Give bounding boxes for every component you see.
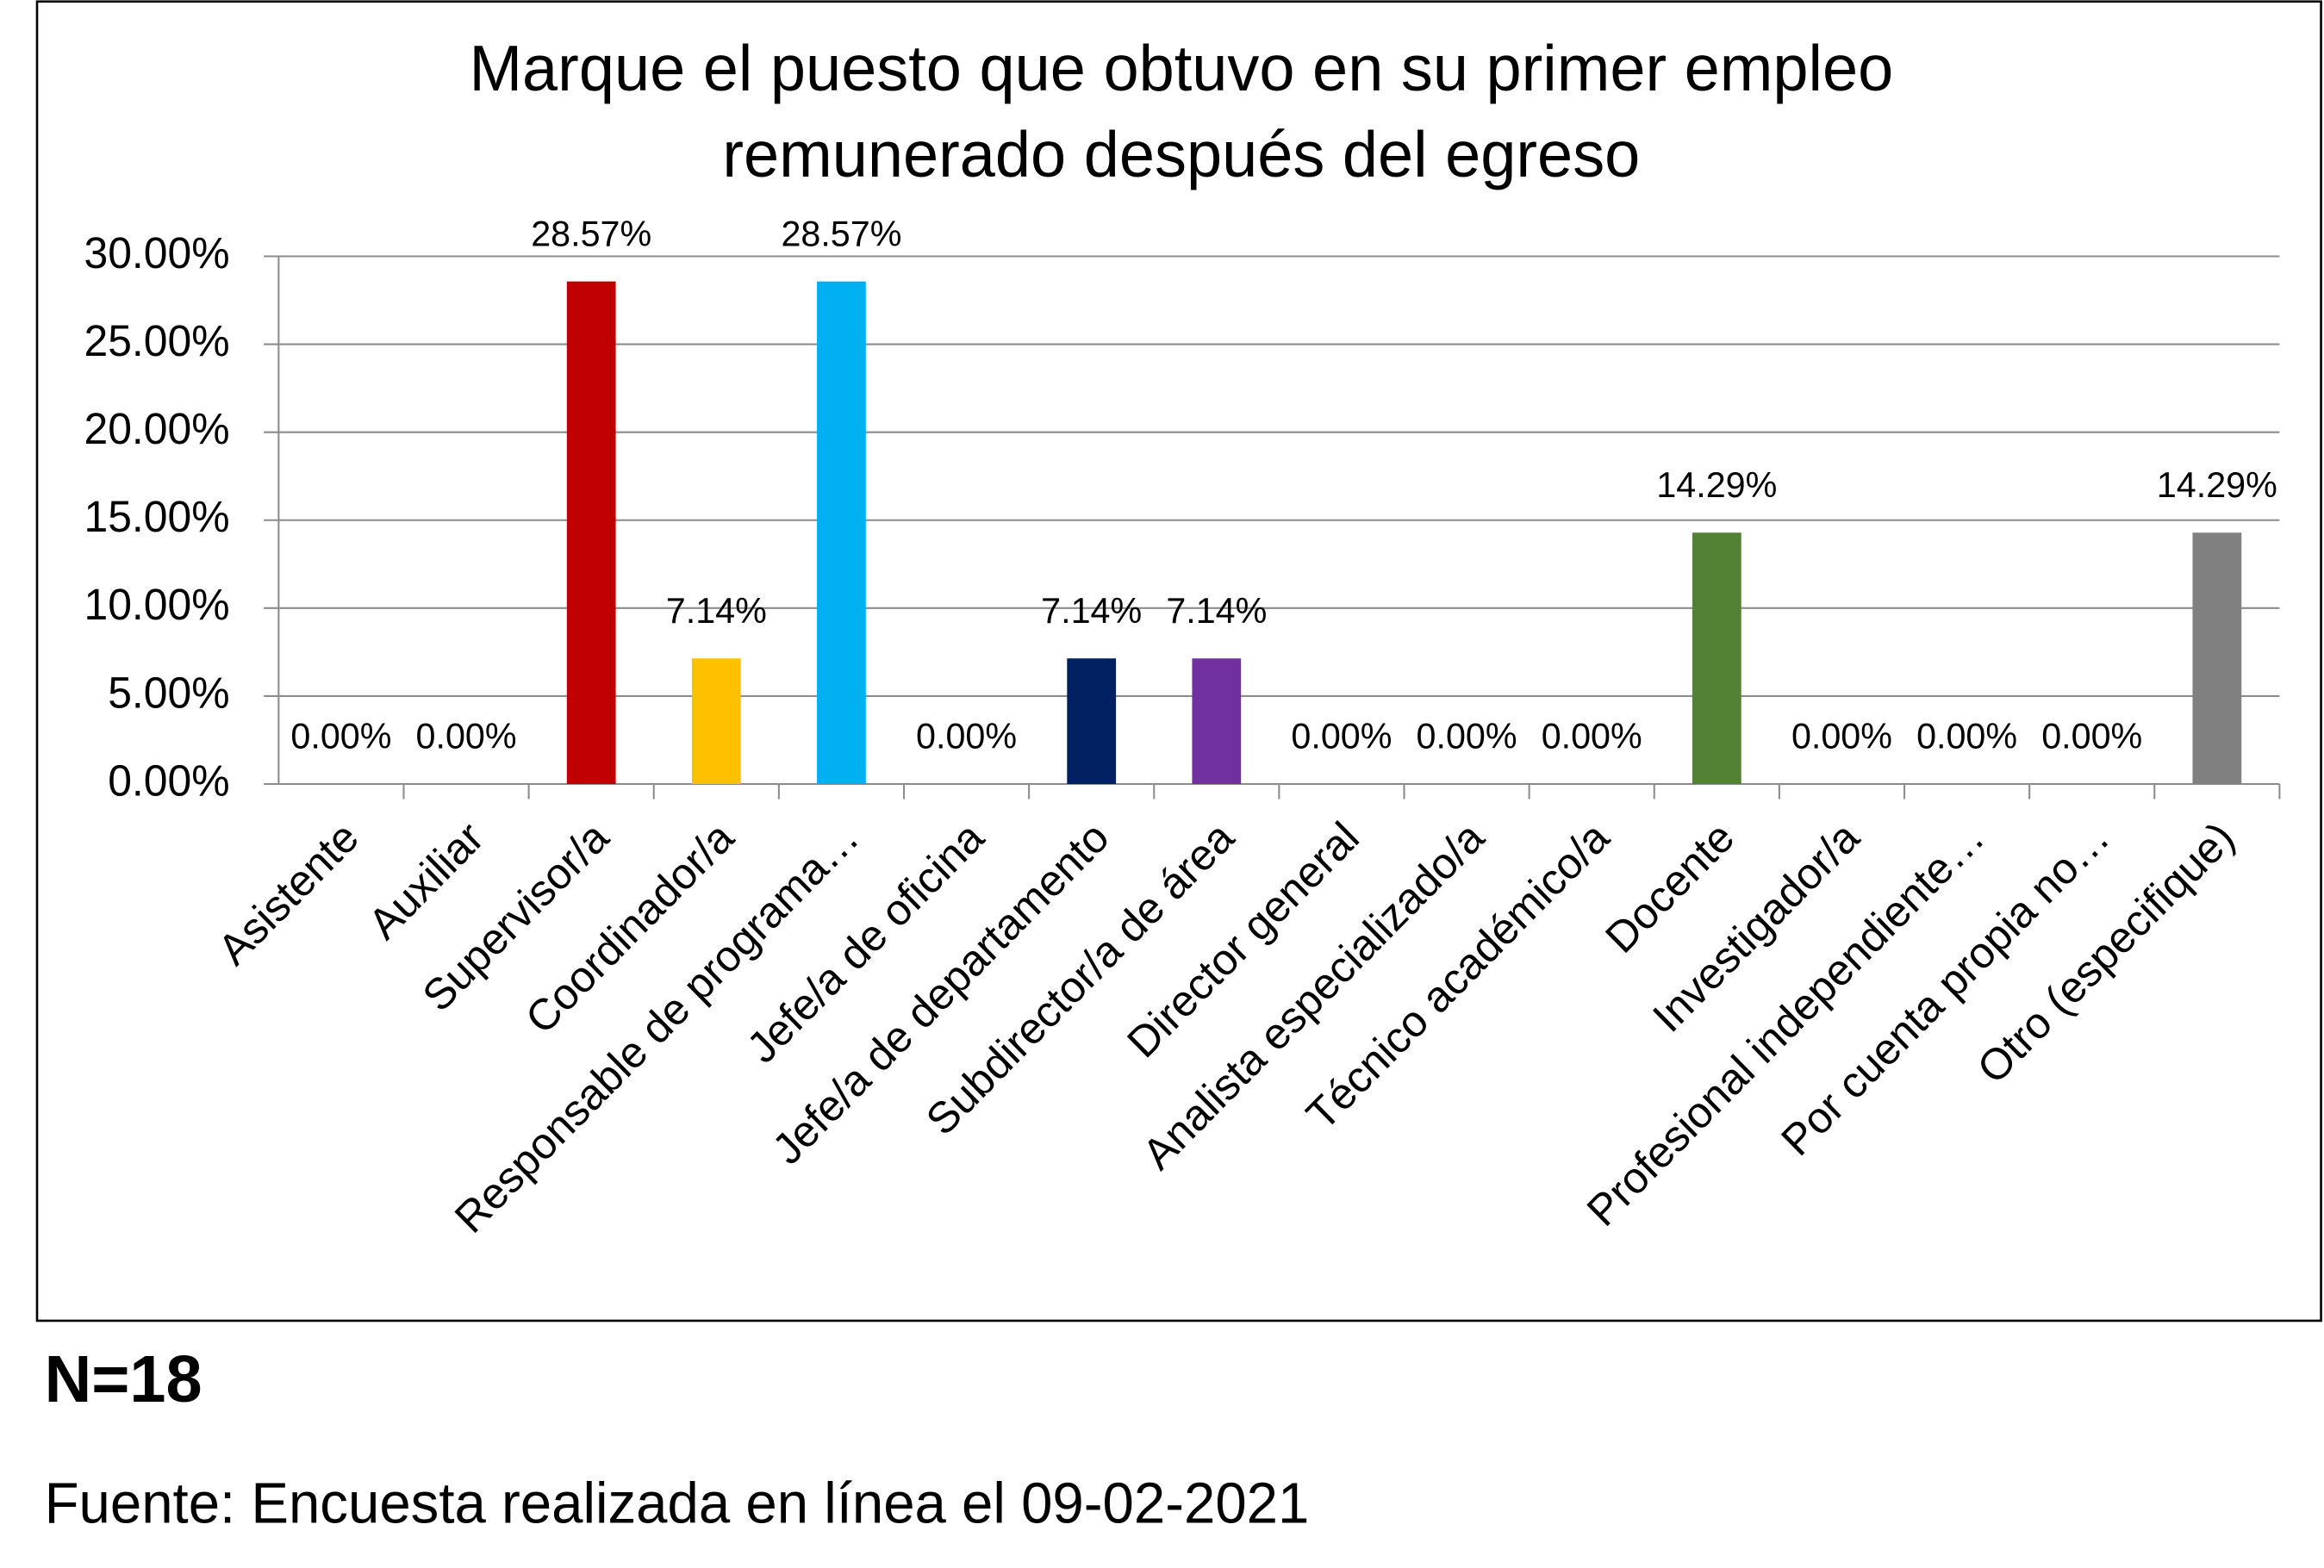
bar — [2192, 532, 2242, 784]
source-note: Fuente: Encuesta realizada en línea el 0… — [45, 1471, 1310, 1535]
value-label: 14.29% — [2157, 464, 2277, 505]
value-label: 0.00% — [1791, 715, 1892, 756]
bar — [1067, 658, 1117, 784]
bar — [691, 658, 741, 784]
sample-size: N=18 — [45, 1342, 202, 1416]
y-tick-label: 5.00% — [108, 668, 229, 717]
y-tick-label: 20.00% — [84, 404, 229, 453]
value-label: 0.00% — [2041, 715, 2142, 756]
y-tick-label: 30.00% — [84, 228, 229, 277]
value-label: 7.14% — [1166, 589, 1267, 630]
chart-frame — [35, 0, 2322, 1322]
value-label: 0.00% — [1291, 715, 1392, 756]
bar — [1192, 658, 1242, 784]
bar — [817, 281, 866, 785]
value-label: 7.14% — [666, 589, 767, 630]
value-label: 0.00% — [1916, 715, 2017, 756]
y-tick-label: 15.00% — [84, 492, 229, 541]
value-label: 0.00% — [916, 715, 1017, 756]
title-box: Marque el puesto que obtuvo en su primer… — [469, 33, 1894, 192]
value-label: 0.00% — [290, 715, 391, 756]
value-label: 0.00% — [1542, 715, 1642, 756]
y-tick-label: 0.00% — [108, 756, 229, 805]
bar — [1692, 532, 1741, 784]
chart-title: Marque el puesto que obtuvo en su primer… — [469, 33, 1894, 192]
value-label: 0.00% — [416, 715, 517, 756]
value-label: 28.57% — [531, 213, 651, 253]
y-tick-label: 25.00% — [84, 316, 229, 365]
y-tick-label: 10.00% — [84, 580, 229, 629]
value-label: 0.00% — [1417, 715, 1517, 756]
value-label: 28.57% — [781, 213, 901, 253]
value-label: 14.29% — [1656, 464, 1777, 505]
value-label: 7.14% — [1041, 589, 1142, 630]
bar — [566, 281, 616, 785]
